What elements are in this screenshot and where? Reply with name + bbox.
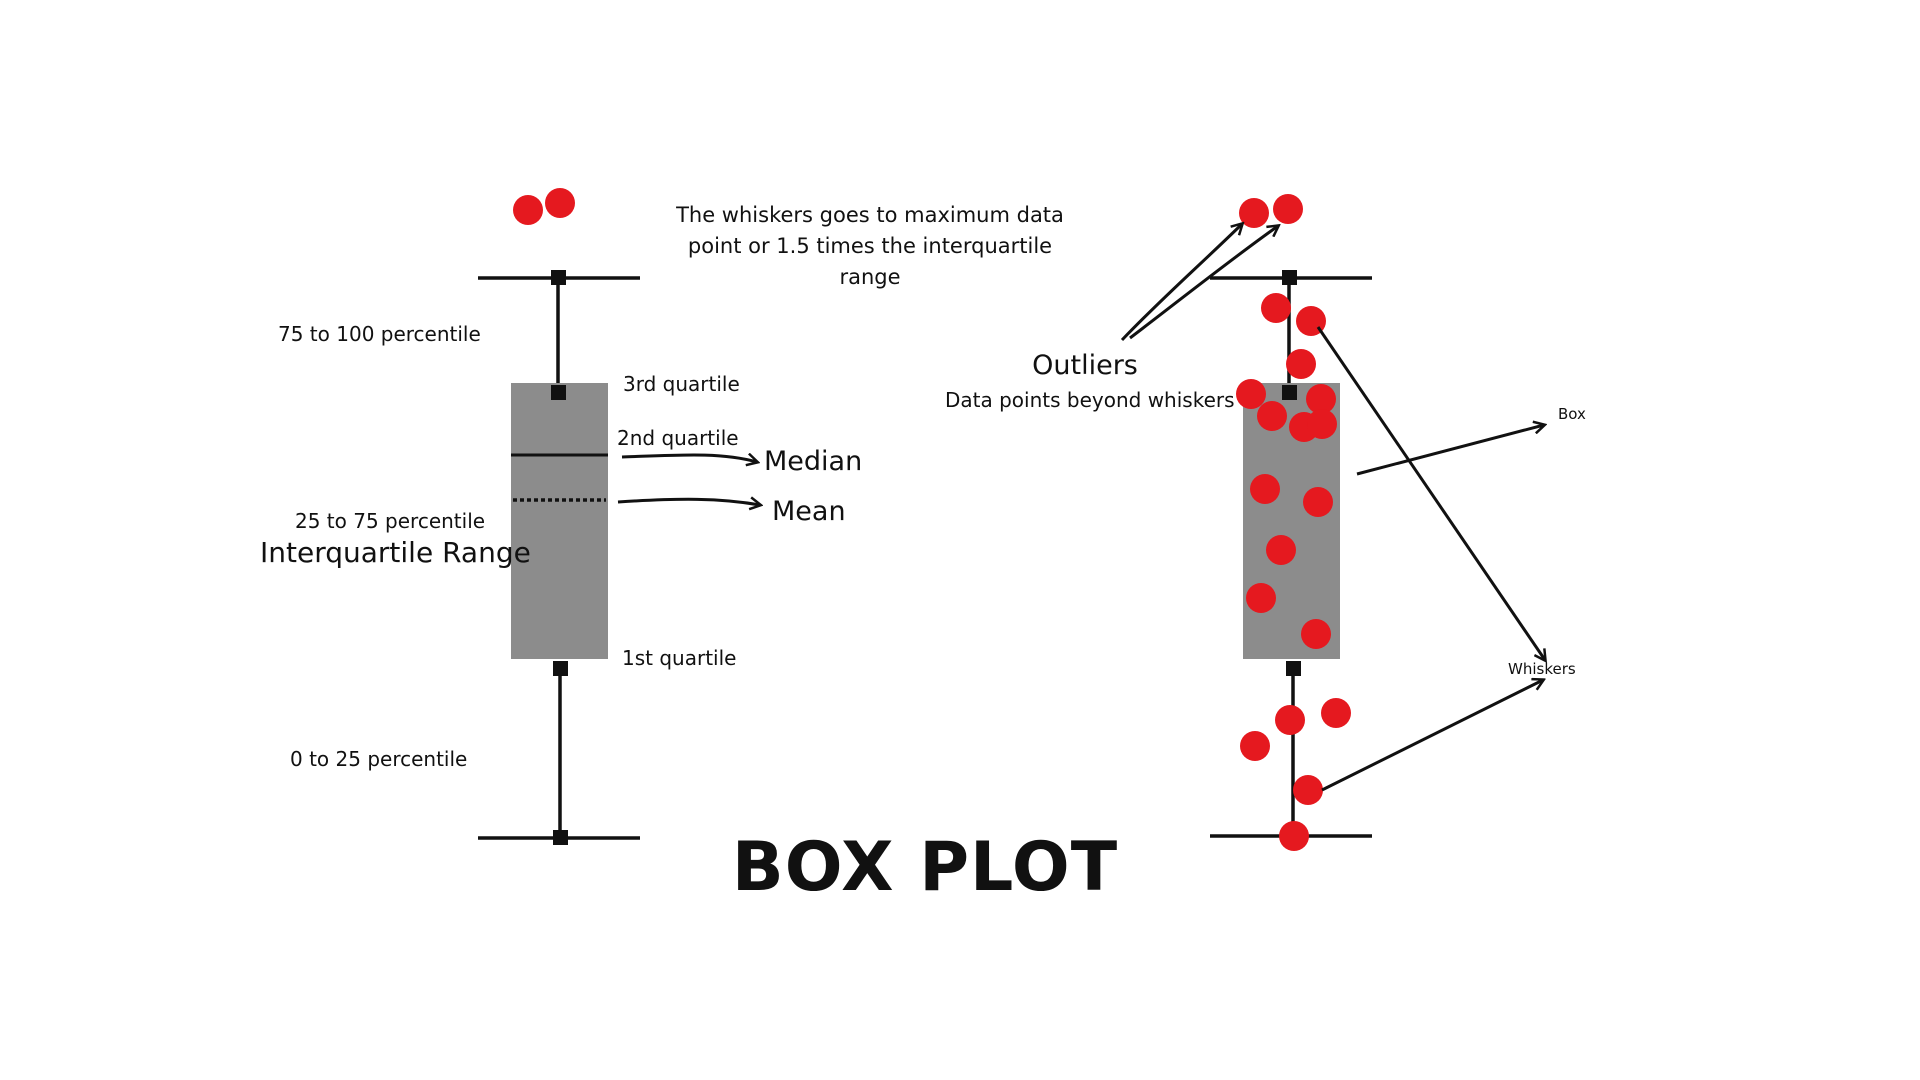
data-point xyxy=(1257,401,1287,431)
upper-range-label: 75 to 100 percentile xyxy=(278,322,481,346)
data-point xyxy=(1246,583,1276,613)
right-box-plot xyxy=(1120,194,1545,851)
q3-label: 3rd quartile xyxy=(623,372,740,396)
outliers-arrow-1 xyxy=(1120,224,1242,342)
q1-label: 1st quartile xyxy=(622,646,737,670)
left-q1-marker xyxy=(553,661,568,676)
box-label: Box xyxy=(1558,405,1586,423)
right-max-marker xyxy=(1282,270,1297,285)
data-point xyxy=(1266,535,1296,565)
data-point xyxy=(1307,409,1337,439)
mean-label: Mean xyxy=(772,496,846,527)
page-title: BOX PLOT xyxy=(731,828,1119,907)
data-point xyxy=(1321,698,1351,728)
data-point xyxy=(1306,384,1336,414)
median-label: Median xyxy=(764,446,863,477)
left-outlier-point xyxy=(513,195,543,225)
iqr-title-label: Interquartile Range xyxy=(260,536,531,569)
left-box xyxy=(511,383,608,659)
data-point xyxy=(1303,487,1333,517)
box-arrow xyxy=(1356,425,1544,476)
median-arrow xyxy=(621,455,757,462)
left-max-marker xyxy=(551,270,566,285)
data-point xyxy=(1293,775,1323,805)
outliers-desc-label: Data points beyond whiskers xyxy=(945,388,1235,412)
whiskers-arrow-upper xyxy=(1316,326,1545,660)
whisker-note: The whiskers goes to maximum data point … xyxy=(676,203,1064,289)
left-min-marker xyxy=(553,830,568,845)
whiskers-arrow-lower xyxy=(1321,680,1543,792)
lower-range-label: 0 to 25 percentile xyxy=(290,747,468,771)
left-outlier-point xyxy=(545,188,575,218)
iqr-range-label: 25 to 75 percentile xyxy=(295,509,486,533)
data-point xyxy=(1239,198,1269,228)
q2-label: 2nd quartile xyxy=(617,426,739,450)
left-box-plot xyxy=(478,188,760,845)
outliers-arrow-2 xyxy=(1129,226,1278,340)
data-point xyxy=(1250,474,1280,504)
data-point xyxy=(1240,731,1270,761)
outliers-label: Outliers xyxy=(1032,350,1138,381)
right-q1-marker xyxy=(1286,661,1301,676)
data-point xyxy=(1275,705,1305,735)
right-q3-marker xyxy=(1282,385,1297,400)
left-q3-marker xyxy=(551,385,566,400)
whiskers-label: Whiskers xyxy=(1508,660,1576,678)
data-point xyxy=(1236,379,1266,409)
data-point xyxy=(1273,194,1303,224)
data-point xyxy=(1279,821,1309,851)
data-point xyxy=(1286,349,1316,379)
mean-arrow xyxy=(617,499,760,505)
data-point xyxy=(1261,293,1291,323)
data-point xyxy=(1301,619,1331,649)
